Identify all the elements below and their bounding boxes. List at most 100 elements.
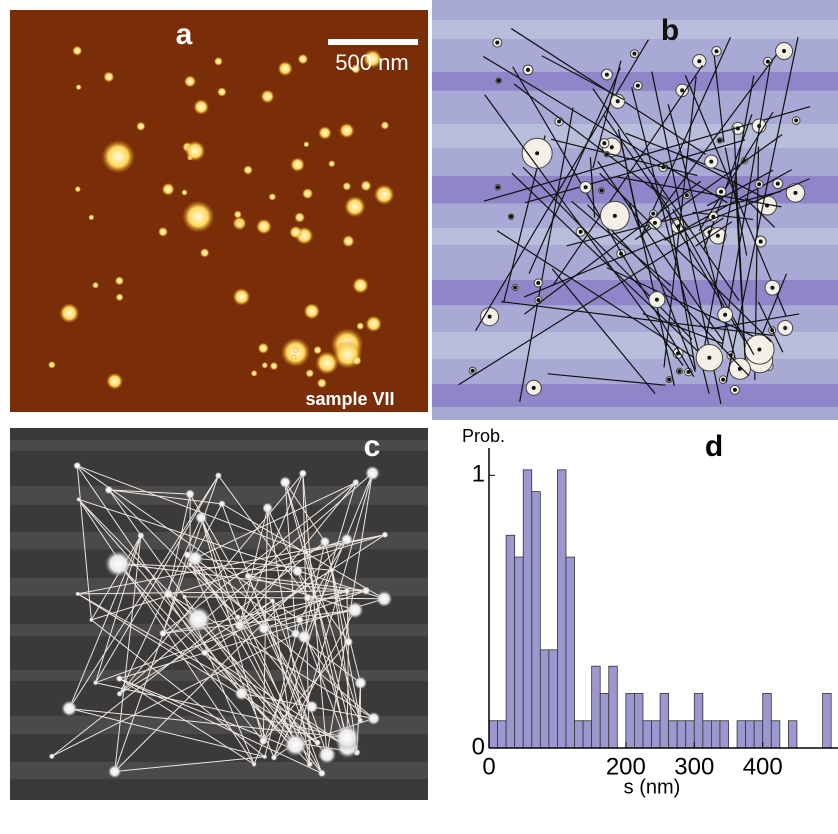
bar xyxy=(540,650,549,748)
particle xyxy=(195,511,208,524)
particle-center xyxy=(714,49,718,53)
bar xyxy=(694,693,703,748)
particle-center xyxy=(716,234,720,238)
particle xyxy=(244,572,252,580)
particle xyxy=(352,277,368,293)
particle xyxy=(72,46,82,56)
particle xyxy=(106,373,123,390)
y-axis-label: Prob. xyxy=(462,426,505,446)
particle xyxy=(295,616,303,624)
figure: 500 nmasample VII b c 010200300400Prob.s… xyxy=(0,0,838,829)
particle-center xyxy=(685,193,689,197)
bar xyxy=(823,693,832,748)
particle xyxy=(367,712,380,725)
particle xyxy=(76,84,82,90)
particle-center xyxy=(610,145,614,149)
bar xyxy=(609,666,618,748)
particle xyxy=(278,61,293,76)
particle-center xyxy=(770,286,774,290)
particle xyxy=(235,220,243,228)
particle xyxy=(343,588,350,595)
particle-center xyxy=(733,388,737,392)
panel-label: a xyxy=(176,18,193,51)
bar xyxy=(600,693,609,748)
bar xyxy=(720,721,729,748)
particle xyxy=(182,201,214,233)
particle xyxy=(243,165,253,175)
particle xyxy=(304,550,309,555)
particle-center xyxy=(496,185,500,189)
particle xyxy=(92,282,99,289)
particle xyxy=(235,614,241,620)
particle-center xyxy=(697,59,701,63)
particle-center xyxy=(509,215,513,219)
particle xyxy=(262,362,269,369)
x-tick-label: 400 xyxy=(743,753,783,780)
particle xyxy=(342,235,354,247)
panel-b: b xyxy=(432,0,838,420)
particle xyxy=(73,462,81,470)
particle xyxy=(258,622,271,635)
particle-center xyxy=(616,99,620,103)
particle-center xyxy=(513,286,517,290)
particle xyxy=(352,356,361,365)
scale-label: 500 nm xyxy=(335,50,408,75)
particle xyxy=(329,567,335,573)
particle xyxy=(48,361,56,369)
particle xyxy=(261,90,275,104)
particle-center xyxy=(557,120,561,124)
network-image xyxy=(10,428,428,800)
particle xyxy=(215,472,222,479)
bar xyxy=(532,492,541,748)
particle xyxy=(302,188,313,199)
particle-center xyxy=(667,378,671,382)
particle xyxy=(158,227,168,237)
particle xyxy=(163,589,173,599)
particle xyxy=(262,754,267,759)
particle xyxy=(356,322,364,330)
particle xyxy=(218,500,226,508)
particle xyxy=(305,700,318,713)
particle xyxy=(89,617,94,622)
particle xyxy=(279,476,291,488)
particle xyxy=(284,733,308,757)
particle xyxy=(269,598,275,604)
particle xyxy=(185,489,195,499)
particle-center xyxy=(497,79,501,83)
particle xyxy=(352,479,360,487)
particle-center xyxy=(709,160,713,164)
particle xyxy=(382,531,389,538)
particle-center xyxy=(600,189,604,193)
particle-center xyxy=(759,239,763,243)
panel-label: d xyxy=(705,430,723,463)
bar xyxy=(566,557,575,748)
particle xyxy=(342,182,351,191)
bar xyxy=(506,535,515,748)
particle xyxy=(182,594,187,599)
particle-center xyxy=(766,60,770,64)
particle xyxy=(344,196,365,217)
particle xyxy=(259,737,268,746)
particle-center xyxy=(613,214,617,218)
particle xyxy=(344,637,354,647)
particle-center xyxy=(495,41,499,45)
bar xyxy=(549,650,558,748)
particle xyxy=(116,293,124,301)
particle xyxy=(262,503,273,514)
particle xyxy=(258,343,269,354)
particle xyxy=(376,591,392,607)
particle xyxy=(328,160,335,167)
particle xyxy=(314,739,321,746)
particle xyxy=(116,675,123,682)
particle xyxy=(102,140,135,173)
particle-center xyxy=(653,221,657,225)
particle xyxy=(185,141,206,162)
particle-center xyxy=(579,230,583,234)
particle xyxy=(303,141,309,147)
particle xyxy=(233,288,251,306)
particle xyxy=(162,183,175,196)
panel-c: c xyxy=(10,428,428,800)
particle xyxy=(298,54,309,65)
bar xyxy=(754,721,763,748)
